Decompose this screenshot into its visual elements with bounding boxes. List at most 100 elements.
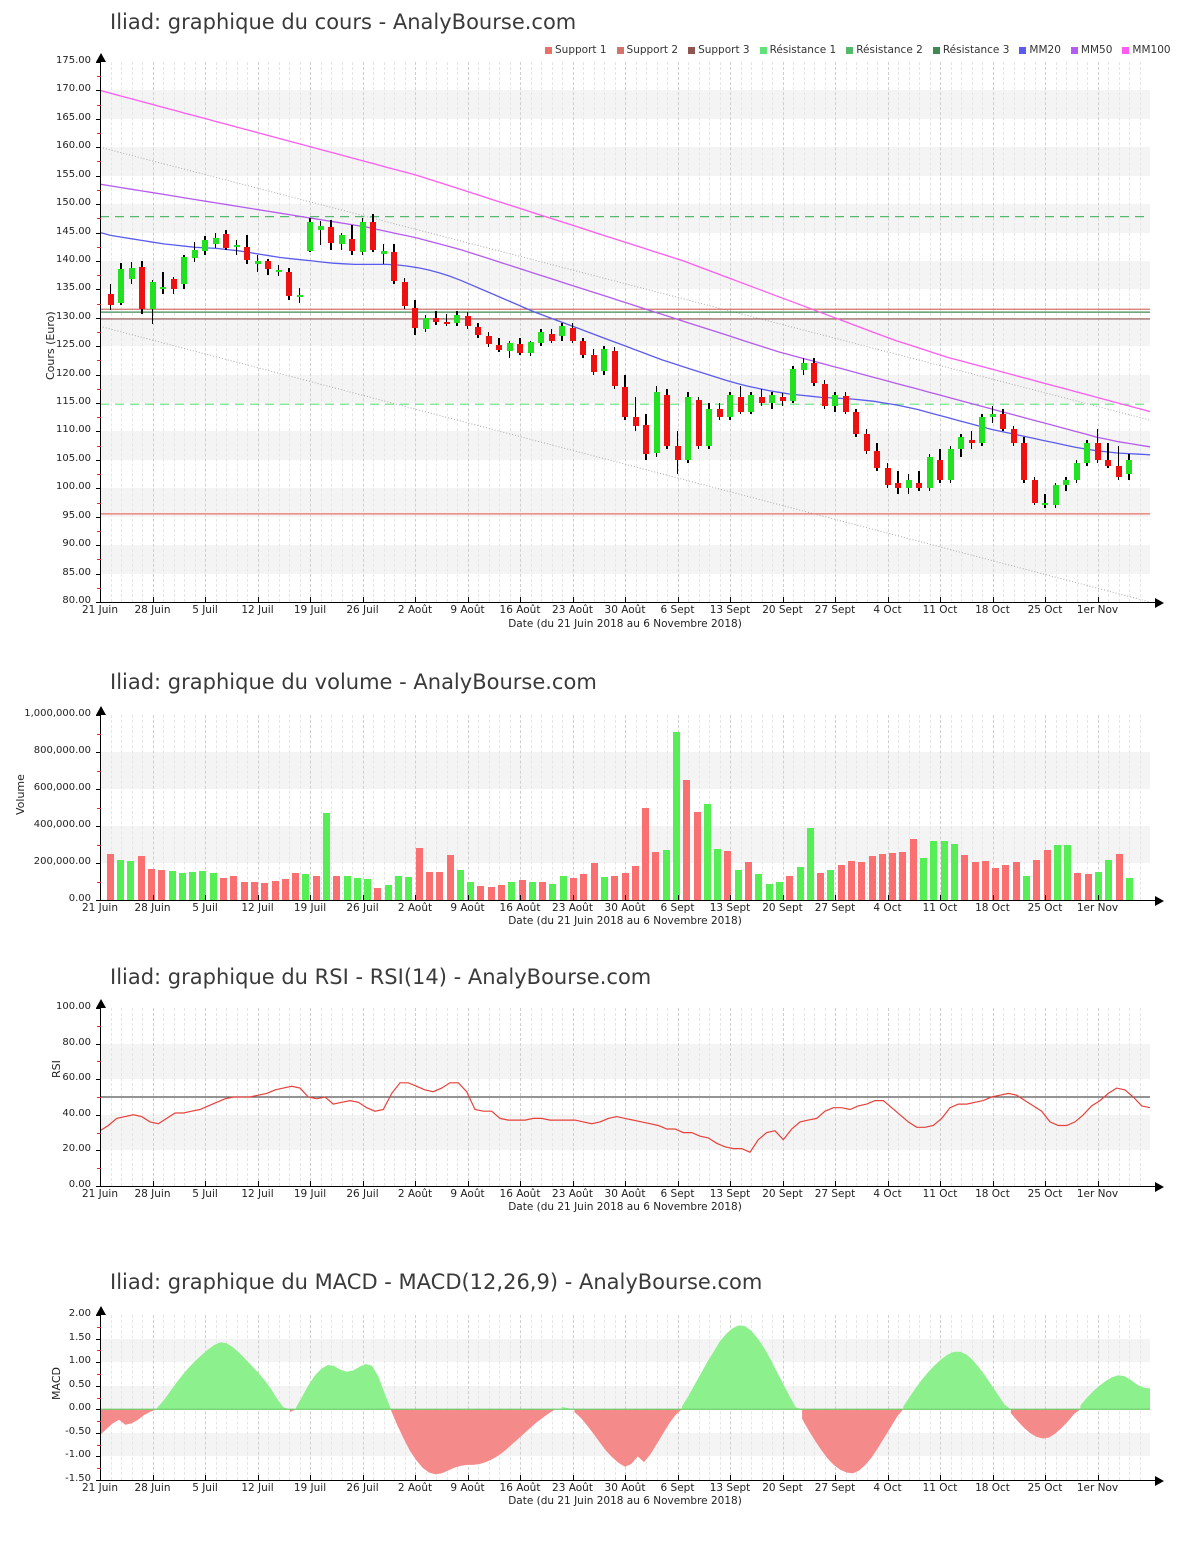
grid-line [898, 715, 899, 900]
candlestick [790, 368, 796, 402]
candlestick [391, 252, 397, 281]
x-axis-tick-mark [152, 1181, 154, 1186]
x-axis-tick-label: 20 Sept [762, 604, 803, 616]
candlestick [202, 239, 208, 251]
grid-line [940, 715, 941, 900]
volume-bar [199, 870, 207, 900]
grid-line [121, 715, 122, 900]
x-axis-tick-label: 16 Août [499, 604, 541, 616]
x-axis-tick-mark [992, 1475, 994, 1480]
x-axis-tick-label: 23 Août [552, 1482, 593, 1494]
x-axis-tick-mark [362, 597, 364, 602]
grid-line [614, 715, 616, 900]
grid-line [467, 715, 469, 900]
y-axis-tick-mark [96, 459, 101, 461]
grid-line [793, 62, 794, 602]
y-axis-minor-tick [97, 1097, 101, 1098]
grid-line [184, 62, 185, 602]
candlestick [905, 479, 912, 489]
y-axis-tick-mark [96, 1432, 101, 1434]
candlestick [1021, 442, 1027, 480]
legend-label: Résistance 3 [942, 44, 1010, 56]
x-axis-tick-mark [205, 1181, 206, 1186]
y-axis-tick-label: 85.00 [62, 566, 91, 578]
x-axis-tick-mark [835, 895, 836, 900]
grid-line [1045, 1315, 1046, 1480]
grid-line [614, 1315, 616, 1480]
grid-line [803, 1315, 805, 1480]
x-axis-tick-mark [625, 1475, 626, 1480]
price-x-axis-arrow [1155, 597, 1164, 608]
grid-line [163, 715, 164, 900]
volume-bar [364, 879, 372, 900]
candlestick [937, 459, 943, 480]
y-axis-tick-mark [96, 1186, 101, 1187]
x-axis-tick-mark [205, 597, 206, 602]
y-axis-tick-mark [96, 1079, 101, 1081]
legend-label: MM100 [1132, 44, 1171, 56]
y-axis-tick-mark [96, 1043, 101, 1045]
x-axis-tick-mark [520, 895, 521, 900]
y-axis-minor-tick [97, 189, 101, 191]
grid-line [814, 62, 815, 602]
legend-swatch-icon [616, 46, 624, 54]
volume-bar [240, 881, 248, 900]
grid-line [698, 62, 700, 602]
x-axis-tick-mark [572, 1181, 574, 1186]
x-axis-tick-mark [572, 895, 574, 900]
legend-label: Résistance 2 [856, 44, 923, 56]
macd-negative-area [574, 1409, 682, 1467]
macd-negative-area [802, 1409, 904, 1474]
legend-label: Support 2 [626, 44, 679, 56]
price-chart-legend: Support 1 Support 2 Support 3 Résistance 1 R… [545, 44, 1171, 56]
volume-bar [652, 851, 660, 900]
grid-line [110, 1315, 112, 1480]
candlestick [170, 278, 177, 290]
candlestick [1115, 465, 1122, 477]
volume-bar [950, 843, 958, 900]
y-axis-minor-tick [97, 1421, 101, 1423]
grid-line [803, 715, 805, 900]
x-axis-tick-mark [205, 1475, 206, 1480]
x-axis-tick-mark [835, 597, 836, 602]
legend-item-support-2: Support 2 [616, 44, 679, 56]
y-axis-minor-tick [97, 733, 101, 735]
rsi-plot-area [100, 1008, 1150, 1186]
grid-line [467, 62, 469, 602]
volume-bar [549, 884, 557, 900]
grid-line [772, 62, 773, 602]
grid-line [562, 1315, 563, 1480]
grid-line [824, 62, 826, 602]
y-axis-minor-tick [97, 360, 101, 362]
y-axis-tick-mark [96, 1409, 101, 1411]
x-axis-tick-label: 27 Sept [814, 604, 856, 616]
volume-x-axis-arrow [1155, 895, 1164, 906]
moving-average-mm20 [100, 231, 1150, 456]
grid-line [929, 62, 931, 602]
rsi-series [100, 1082, 1150, 1153]
y-axis-tick-mark [96, 62, 101, 63]
macd-series [100, 1325, 1150, 1475]
y-axis-tick-label: 100.00 [56, 481, 91, 493]
y-axis-tick-mark [96, 175, 101, 177]
x-axis-tick-label: 1er Nov [1076, 1188, 1119, 1200]
grid-line [404, 715, 406, 900]
y-axis-tick-mark [96, 346, 101, 348]
candlestick [496, 345, 502, 351]
x-axis-tick-mark [467, 895, 469, 900]
x-axis-tick-mark [992, 895, 994, 900]
y-axis-tick-label: 90.00 [62, 538, 91, 550]
grid-line [131, 62, 133, 602]
y-axis-minor-tick [97, 881, 101, 883]
grid-line [278, 62, 280, 602]
volume-bar [559, 875, 567, 900]
candlestick [548, 333, 555, 341]
x-axis-tick-label: 5 Juil [192, 1188, 218, 1200]
grid-line [908, 1315, 910, 1480]
x-axis-tick-mark [625, 597, 626, 602]
grid-line [457, 715, 458, 900]
y-axis-tick-mark [96, 317, 101, 319]
price-y-axis-arrow [95, 53, 106, 62]
y-axis-tick-mark [96, 232, 101, 234]
candlestick [706, 408, 712, 446]
